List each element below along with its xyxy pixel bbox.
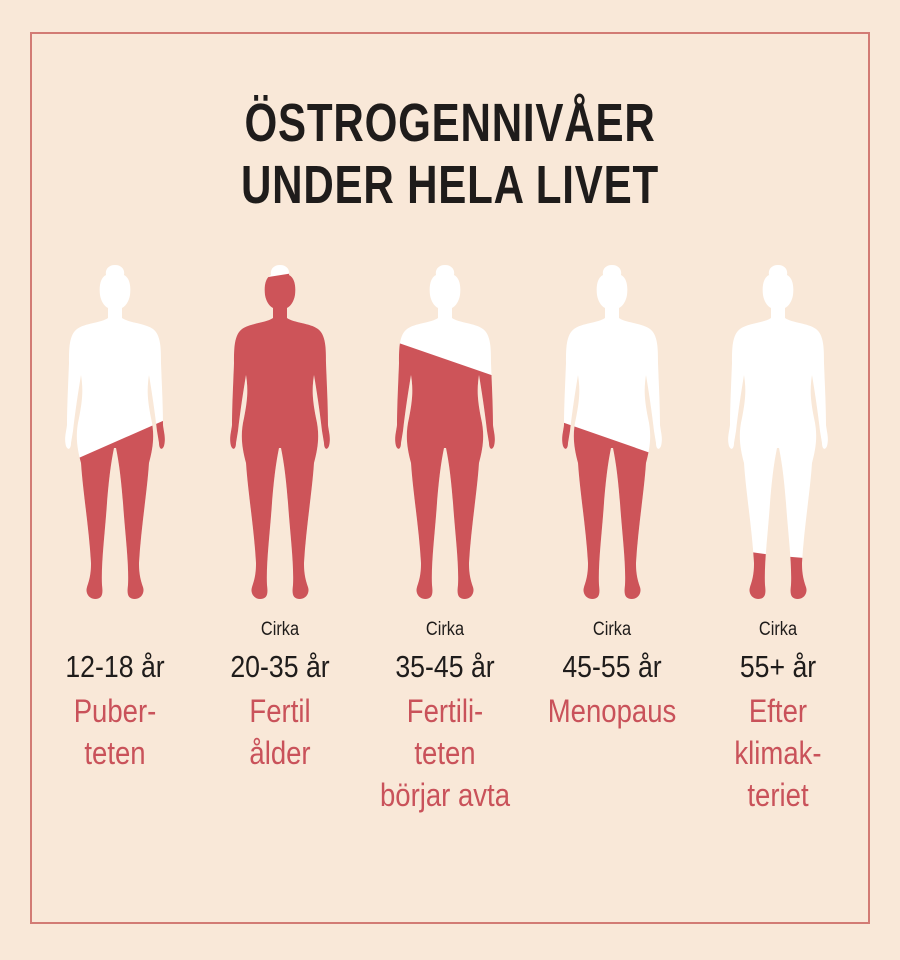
stage-5-prefix: Cirka	[758, 619, 798, 640]
figure-fertility-declining	[395, 265, 495, 599]
stage-3-name: Fertili- teten börjar avta	[379, 693, 511, 813]
stage-2-prefix: Cirka	[260, 619, 300, 640]
stage-4-prefix: Cirka	[592, 619, 632, 640]
stage-5-age: 55+ år	[739, 649, 817, 684]
figure-puberty	[65, 265, 165, 599]
figure-post-menopause	[728, 265, 828, 599]
figure-menopause	[562, 265, 662, 599]
stage-1-age: 12-18 år	[65, 649, 165, 684]
title-line-1: ÖSTROGENNIVÅER	[244, 93, 656, 153]
stage-2-name: Fertil ålder	[249, 693, 311, 771]
stage-2-age: 20-35 år	[230, 649, 330, 684]
stage-3-prefix: Cirka	[425, 619, 465, 640]
stage-4-age: 45-55 år	[562, 649, 662, 684]
border-frame	[30, 32, 870, 924]
title-line-2: UNDER HELA LIVET	[240, 155, 660, 215]
stage-5-name: Efter klimak- teriet	[734, 693, 822, 813]
figure-fertile-age	[230, 265, 330, 599]
stage-1-name: Puber- teten	[73, 693, 157, 771]
stage-4-name: Menopaus	[547, 693, 677, 729]
stage-3-age: 35-45 år	[395, 649, 495, 684]
